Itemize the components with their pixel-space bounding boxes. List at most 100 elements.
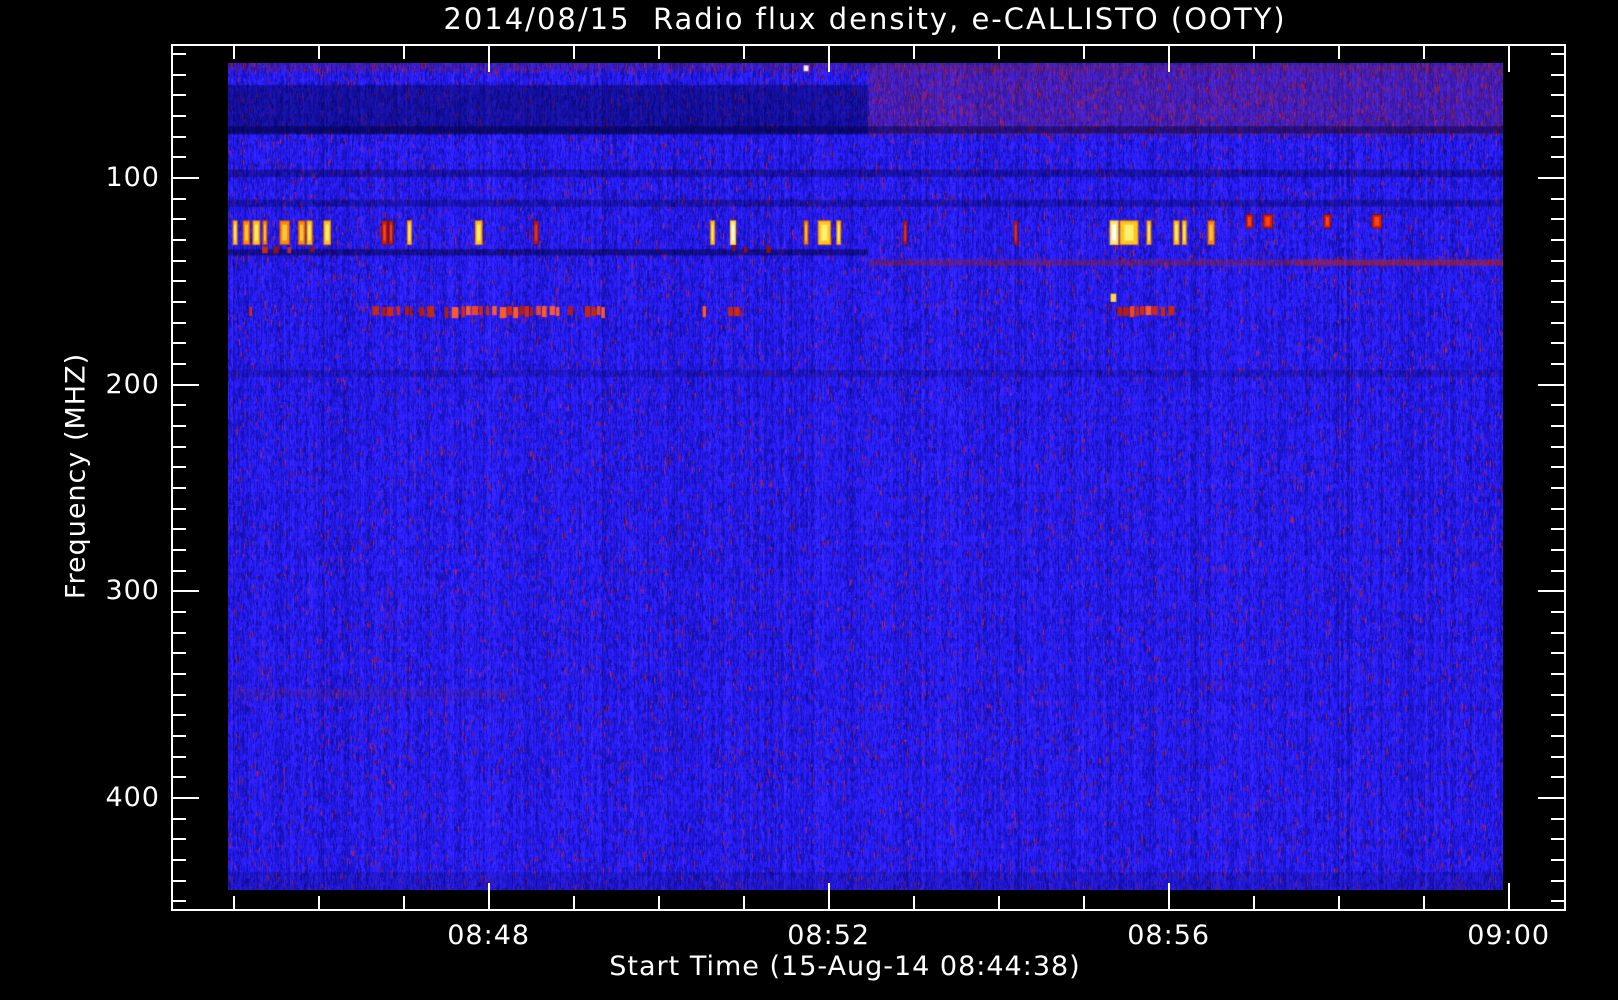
x-tick-label: 08:56	[1127, 920, 1211, 951]
x-tick-label: 08:52	[787, 920, 871, 951]
axis-tick	[912, 46, 915, 59]
axis-tick	[1551, 900, 1564, 902]
axis-tick	[1551, 466, 1564, 468]
axis-tick	[1551, 156, 1564, 158]
axis-tick	[402, 46, 405, 59]
axis-tick	[1551, 632, 1564, 634]
axis-tick	[1551, 239, 1564, 241]
y-tick-label: 300	[105, 575, 160, 606]
axis-tick	[1551, 611, 1564, 613]
axis-tick	[1551, 880, 1564, 882]
axis-tick	[1551, 838, 1564, 840]
axis-tick	[1551, 404, 1564, 406]
axis-tick	[173, 838, 186, 840]
axis-tick	[317, 46, 320, 59]
axis-tick	[173, 818, 186, 820]
axis-tick	[173, 528, 186, 530]
axis-tick	[173, 115, 186, 117]
axis-tick	[1551, 818, 1564, 820]
axis-tick	[742, 896, 745, 909]
axis-tick	[1551, 694, 1564, 696]
y-axis-title: Frequency (MHZ)	[60, 352, 92, 600]
axis-tick	[173, 218, 186, 220]
axis-tick	[173, 673, 186, 675]
axis-tick	[1551, 74, 1564, 76]
axis-tick	[173, 363, 186, 365]
axis-tick	[742, 46, 745, 59]
axis-tick	[1551, 115, 1564, 117]
plot-frame	[171, 44, 1566, 911]
axis-tick	[173, 239, 186, 241]
axis-tick	[173, 322, 186, 324]
axis-tick	[1252, 46, 1255, 59]
axis-tick	[827, 46, 830, 72]
axis-tick	[572, 46, 575, 59]
axis-tick	[912, 896, 915, 909]
axis-tick	[173, 404, 186, 406]
axis-tick	[1551, 322, 1564, 324]
x-axis-title: Start Time (15-Aug-14 08:44:38)	[609, 951, 1081, 982]
axis-tick	[317, 896, 320, 909]
axis-tick	[487, 883, 490, 909]
axis-tick	[1082, 896, 1085, 909]
axis-tick	[173, 549, 186, 551]
axis-tick	[173, 859, 186, 861]
axis-tick	[173, 611, 186, 613]
axis-tick	[173, 652, 186, 654]
axis-tick	[487, 46, 490, 72]
axis-tick	[1551, 363, 1564, 365]
axis-tick	[402, 896, 405, 909]
spectrogram-canvas	[228, 63, 1503, 890]
axis-tick	[1167, 46, 1170, 72]
axis-tick	[1551, 528, 1564, 530]
axis-tick	[173, 280, 186, 282]
axis-tick	[1252, 896, 1255, 909]
axis-tick	[1551, 735, 1564, 737]
axis-tick	[1551, 198, 1564, 200]
axis-tick	[173, 797, 199, 799]
axis-tick	[1422, 46, 1425, 59]
axis-tick	[1551, 260, 1564, 262]
axis-tick	[1538, 384, 1564, 386]
axis-tick	[1551, 280, 1564, 282]
axis-tick	[173, 880, 186, 882]
axis-tick	[827, 883, 830, 909]
axis-tick	[173, 714, 186, 716]
axis-tick	[1551, 570, 1564, 572]
axis-tick	[1551, 714, 1564, 716]
y-tick-label: 400	[105, 782, 160, 813]
axis-tick	[1551, 756, 1564, 758]
axis-tick	[173, 570, 186, 572]
axis-tick	[173, 136, 186, 138]
axis-tick	[173, 156, 186, 158]
axis-tick	[173, 342, 186, 344]
axis-tick	[1551, 652, 1564, 654]
axis-tick	[1551, 218, 1564, 220]
axis-tick	[1538, 797, 1564, 799]
x-tick-label: 08:48	[447, 920, 531, 951]
axis-tick	[173, 53, 186, 55]
axis-tick	[1167, 883, 1170, 909]
axis-tick	[173, 198, 186, 200]
axis-tick	[1538, 177, 1564, 179]
y-tick-label: 100	[105, 162, 160, 193]
y-tick-label: 200	[105, 369, 160, 400]
axis-tick	[1551, 508, 1564, 510]
axis-tick	[1337, 896, 1340, 909]
axis-tick	[1507, 46, 1510, 72]
axis-tick	[173, 425, 186, 427]
axis-tick	[1507, 883, 1510, 909]
axis-tick	[173, 466, 186, 468]
axis-tick	[1551, 301, 1564, 303]
axis-tick	[173, 508, 186, 510]
axis-tick	[1551, 136, 1564, 138]
axis-tick	[997, 46, 1000, 59]
axis-tick	[1551, 549, 1564, 551]
x-tick-label: 09:00	[1467, 920, 1551, 951]
axis-tick	[173, 487, 186, 489]
plot-title: 2014/08/15 Radio flux density, e-CALLIST…	[443, 2, 1287, 36]
axis-tick	[173, 384, 199, 386]
axis-tick	[173, 900, 186, 902]
axis-tick	[173, 735, 186, 737]
axis-tick	[997, 896, 1000, 909]
